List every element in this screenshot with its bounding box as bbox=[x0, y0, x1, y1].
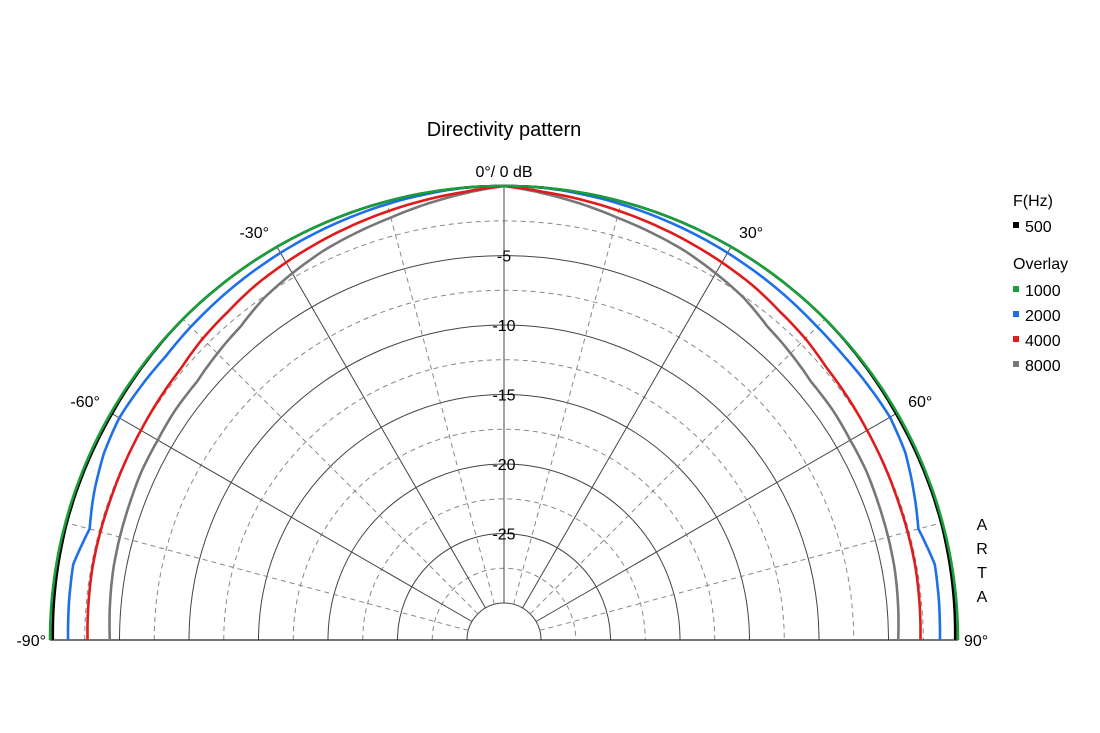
legend-swatch bbox=[1013, 361, 1019, 367]
grid-radial-major bbox=[522, 246, 732, 609]
watermark-letter: T bbox=[977, 565, 987, 582]
angle-tick-label: 60° bbox=[908, 394, 932, 411]
legend-label: 500 bbox=[1025, 219, 1052, 236]
legend-label: 8000 bbox=[1025, 358, 1061, 375]
grid-radial-minor bbox=[529, 318, 826, 615]
legend-label: 4000 bbox=[1025, 333, 1061, 350]
chart-title: Directivity pattern bbox=[427, 119, 582, 141]
watermark-letter: A bbox=[977, 517, 988, 534]
series-line-1000 bbox=[48, 184, 960, 641]
grid-radial-major bbox=[535, 412, 898, 622]
top-label: 0°/ 0 dB bbox=[475, 164, 532, 181]
series-group bbox=[48, 184, 960, 641]
legend: F(Hz) 500 Overlay 1000 2000 4000 8000 bbox=[1013, 193, 1068, 375]
legend-swatch bbox=[1013, 222, 1019, 228]
legend-label: 2000 bbox=[1025, 308, 1061, 325]
angle-tick-label: -30° bbox=[239, 225, 269, 242]
legend-swatch bbox=[1013, 311, 1019, 317]
watermark-letter: A bbox=[977, 589, 988, 606]
radial-tick-label: -25 bbox=[492, 527, 515, 544]
angle-tick-label: -90° bbox=[16, 633, 46, 650]
grid-radial-minor bbox=[513, 201, 622, 605]
grid-radial-minor bbox=[386, 201, 495, 605]
grid-arc-minor bbox=[223, 359, 785, 641]
grid-radial-major bbox=[110, 412, 473, 622]
legend-swatch bbox=[1013, 286, 1019, 292]
legend-overlay-header: Overlay bbox=[1013, 256, 1068, 273]
grid-radial-minor bbox=[65, 522, 469, 631]
legend-swatch bbox=[1013, 336, 1019, 342]
legend-header: F(Hz) bbox=[1013, 193, 1053, 210]
legend-label: 1000 bbox=[1025, 283, 1061, 300]
radial-tick-label: -15 bbox=[492, 388, 515, 405]
grid-arc-minor bbox=[292, 428, 716, 641]
grid-arc-major bbox=[466, 602, 542, 641]
grid-arc-minor bbox=[362, 498, 646, 641]
angle-tick-label: 30° bbox=[739, 225, 763, 242]
grid-radial-minor bbox=[539, 522, 943, 631]
angle-tick-label: -60° bbox=[70, 394, 100, 411]
watermark-letter: R bbox=[976, 541, 988, 558]
angle-tick-labels: -90° -60° -30° 30° 60° 90° bbox=[16, 225, 988, 650]
radial-tick-label: -5 bbox=[497, 249, 511, 266]
radial-tick-label: -10 bbox=[492, 318, 515, 335]
radial-tick-label: -20 bbox=[492, 457, 515, 474]
radial-tick-labels: -5 -10 -15 -20 -25 bbox=[492, 249, 515, 544]
grid-radial-minor bbox=[182, 318, 479, 615]
angle-tick-label: 90° bbox=[964, 633, 988, 650]
grid-radial-major bbox=[276, 246, 486, 609]
